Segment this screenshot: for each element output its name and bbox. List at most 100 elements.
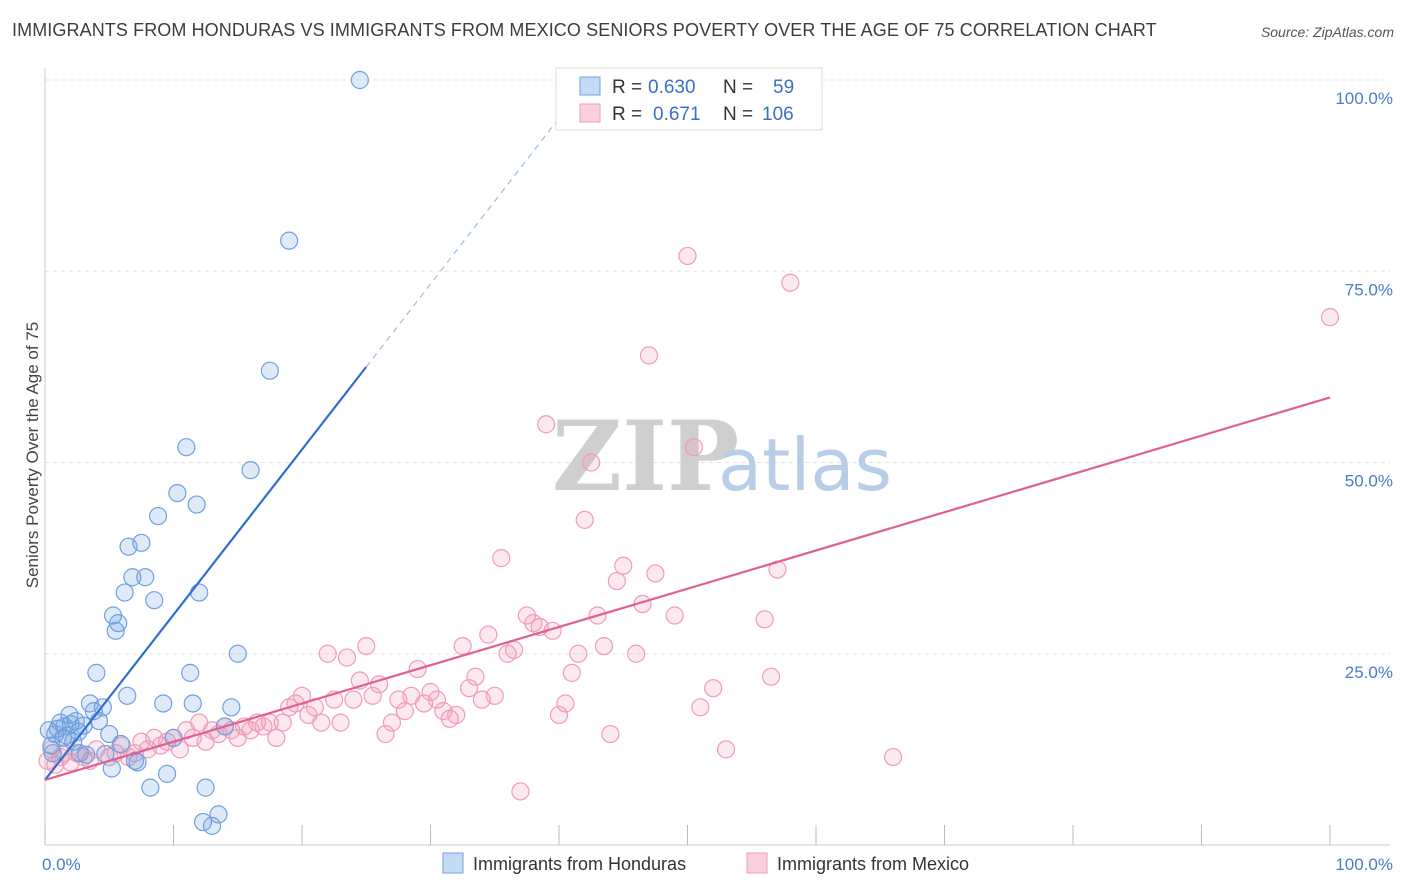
honduras-point: [196, 778, 215, 797]
honduras-point: [118, 686, 137, 705]
mexico-point: [479, 625, 498, 644]
mexico-point: [691, 698, 710, 717]
correlation-legend: R = 0.630 N = 59 R = 0.671 N = 106: [555, 67, 823, 131]
mexico-point: [684, 438, 704, 457]
mexico-point: [453, 636, 472, 656]
honduras-point: [111, 734, 130, 754]
honduras-point: [187, 495, 206, 514]
series-honduras-points: [39, 70, 369, 835]
mexico-point: [883, 747, 903, 767]
legend-r-value-honduras: 0.630: [648, 77, 696, 98]
legend-n-label-honduras: N =: [723, 77, 753, 98]
series-mexico-points: [38, 246, 1340, 801]
honduras-point: [87, 663, 106, 682]
honduras-point: [128, 753, 147, 772]
mexico-point: [582, 453, 601, 472]
honduras-point: [190, 583, 209, 602]
mexico-point: [601, 724, 620, 744]
honduras-point: [209, 805, 228, 824]
honduras-point: [183, 694, 202, 713]
mexico-point: [594, 636, 614, 656]
honduras-point: [222, 698, 241, 717]
y-tick-label: 50.0%: [1345, 472, 1393, 491]
legend-r-label-honduras: R =: [612, 77, 642, 98]
legend-swatch-honduras: [579, 76, 601, 96]
x-tick-labels: 0.0% 100.0%: [42, 855, 1393, 874]
mexico-point: [569, 644, 588, 663]
honduras-point: [177, 438, 196, 457]
series-legend: Immigrants from Honduras Immigrants from…: [442, 852, 969, 874]
x-tick-label: 100.0%: [1335, 855, 1393, 874]
x-tick-label: 0.0%: [42, 855, 81, 874]
honduras-point: [241, 461, 260, 480]
honduras-point: [132, 533, 151, 552]
mexico-point: [614, 556, 633, 575]
legend-n-label-mexico: N =: [723, 104, 753, 125]
mexico-point: [312, 713, 331, 732]
watermark-atlas: atlas: [718, 423, 892, 507]
mexico-point: [466, 667, 485, 686]
mexico-point: [639, 346, 659, 365]
honduras-point: [43, 744, 62, 763]
honduras-point: [141, 778, 160, 797]
honduras-point: [193, 812, 213, 832]
honduras-point: [260, 361, 279, 380]
honduras-point: [100, 724, 119, 744]
honduras-point: [145, 591, 164, 610]
watermark-zip: ZIP: [552, 400, 739, 513]
mexico-point: [607, 571, 626, 591]
mexico-point: [363, 686, 382, 705]
mexico-point: [485, 686, 504, 705]
honduras-point: [154, 694, 173, 713]
legend-swatch-mexico: [579, 103, 601, 123]
mexico-point: [344, 690, 363, 709]
legend-label-honduras: Immigrants from Honduras: [473, 854, 686, 874]
mexico-point: [459, 679, 479, 698]
honduras-point: [228, 644, 247, 663]
honduras-point: [109, 614, 128, 633]
honduras-trend-extension: [365, 117, 560, 368]
axes: [44, 68, 1390, 846]
mexico-point: [382, 713, 402, 732]
mexico-point: [492, 549, 511, 568]
mexico-point: [755, 610, 774, 629]
mexico-point: [267, 728, 286, 748]
honduras-point: [136, 568, 155, 587]
honduras-point: [84, 702, 103, 721]
y-axis-label: Seniors Poverty Over the Age of 75: [23, 322, 42, 588]
honduras-point: [202, 816, 222, 835]
mexico-point: [357, 636, 376, 656]
mexico-point: [1320, 308, 1340, 327]
y-tick-labels: 25.0% 50.0% 75.0% 100.0%: [1335, 89, 1393, 682]
source-credit: Source: ZipAtlas.com: [1260, 24, 1394, 40]
y-tick-label: 100.0%: [1335, 89, 1393, 108]
mexico-point: [761, 667, 781, 686]
y-tick-label: 25.0%: [1345, 663, 1393, 682]
legend-label-mexico: Immigrants from Mexico: [777, 854, 969, 874]
mexico-point: [704, 679, 723, 698]
legend-swatch-mexico-bottom: [746, 852, 768, 874]
mexico-trend-line: [44, 396, 1331, 782]
chart-title: IMMIGRANTS FROM HONDURAS VS IMMIGRANTS F…: [12, 20, 1157, 40]
mexico-point: [395, 702, 414, 721]
grid-lines: [45, 79, 1390, 655]
mexico-point: [678, 246, 697, 266]
y-tick-label: 75.0%: [1345, 280, 1393, 299]
mexico-point: [626, 644, 646, 663]
mexico-point: [716, 740, 736, 759]
honduras-point: [115, 583, 134, 602]
mexico-point: [562, 663, 581, 682]
mexico-point: [556, 694, 575, 713]
trend-lines: [44, 117, 1331, 782]
mexico-point: [665, 606, 684, 625]
mexico-point: [273, 713, 292, 732]
mexico-point: [331, 713, 350, 732]
legend-n-value-mexico: 106: [762, 104, 794, 125]
mexico-point: [781, 273, 800, 292]
honduras-point: [148, 506, 168, 526]
legend-r-label-mexico: R =: [612, 104, 642, 125]
mexico-point: [511, 782, 530, 801]
mexico-point: [318, 644, 337, 663]
mexico-point: [646, 564, 665, 583]
honduras-trend-line: [44, 366, 368, 781]
